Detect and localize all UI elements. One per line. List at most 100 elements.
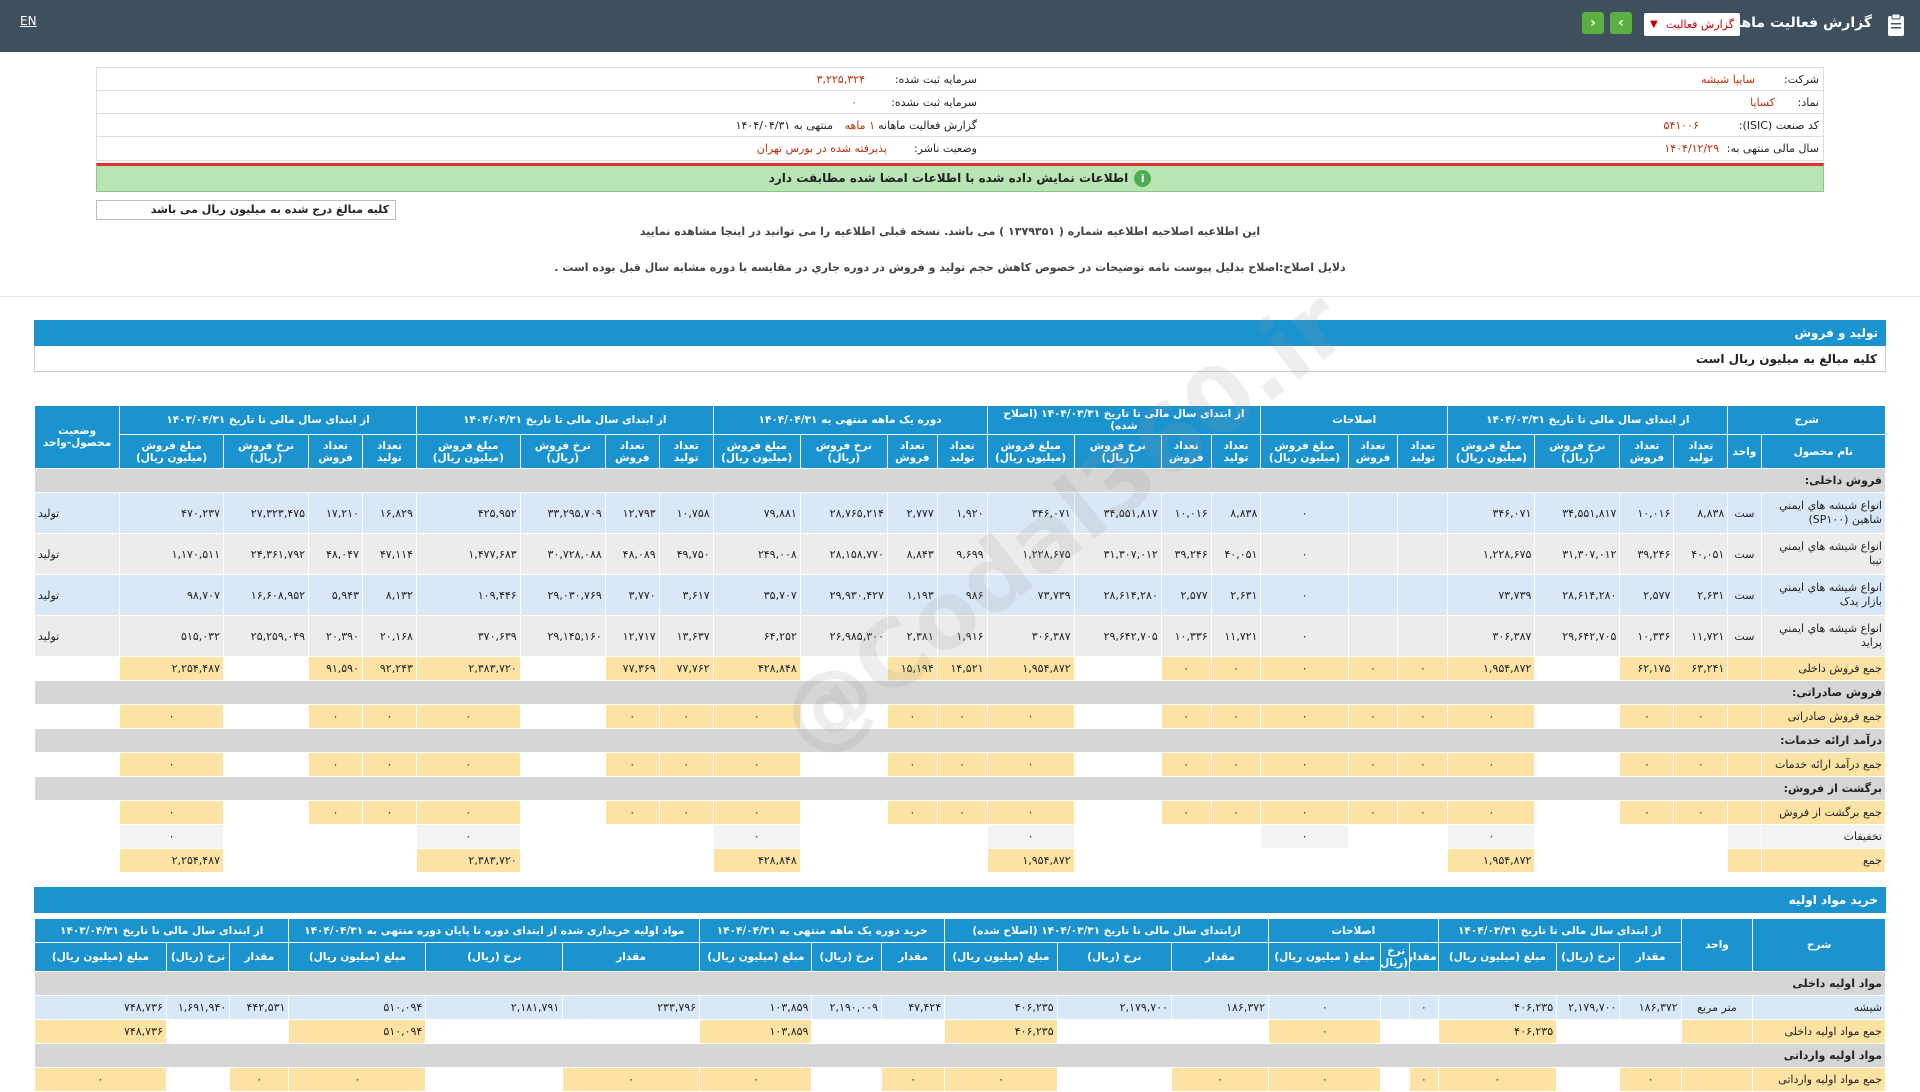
clipboard-icon[interactable] [1886,13,1906,37]
header-row: شرح واحد از ابتدای سال مالی تا تاریخ ۱۴۰۴/… [33,918,1886,972]
table-cell [562,1019,701,1044]
prev-button[interactable]: ‹ [1582,12,1604,34]
company-label: شرکت: [1783,73,1819,86]
table-cell: ۲۷,۳۲۳,۴۷۵ [222,492,310,534]
table-cell [1727,752,1762,777]
table-cell: ۲۸,۶۱۴,۲۸۰ [1073,574,1162,616]
table-cell [308,848,363,873]
table-cell: ۲۹,۰۳۰,۷۶۹ [519,574,606,616]
table-cell: ۵۱۰,۰۹۴ [288,1019,427,1044]
column-header: نرخ (ریال) [1056,942,1173,972]
table-cell: ۰ [1260,533,1349,575]
table-cell: ۲,۳۸۳,۷۲۰ [415,848,521,873]
symbol-value[interactable]: کساپا [1750,96,1775,109]
group-header: وضعیت محصول-واحد [33,405,121,469]
next-button[interactable]: › [1610,12,1632,34]
table-cell: ۴۲۸,۸۴۸ [712,848,801,873]
table-cell [1171,1019,1270,1044]
table-cell: ۳۰۶,۳۸۷ [986,615,1075,657]
table-cell: ست [1727,615,1762,657]
table-cell: ۱۶,۶۰۸,۹۵۲ [222,574,310,616]
table-cell [799,848,888,873]
table-cell [1160,824,1212,849]
table-cell: ۴۴۲,۵۳۱ [229,995,290,1020]
table-cell [1619,848,1675,873]
column-header: تعداد فروش [1347,434,1399,469]
table-cell: ۰ [1260,656,1349,681]
table-cell: ۴۰۶,۲۳۵ [944,1019,1058,1044]
table-cell [222,848,310,873]
table-cell: ۱۰۳,۸۵۹ [699,995,813,1020]
column-header: مقدار [880,942,946,972]
group-header: شرح [1727,405,1886,435]
table-cell: ۱۸۶,۳۷۲ [1619,995,1682,1020]
table-cell: ۰ [1260,824,1349,849]
table-cell [362,848,417,873]
table-cell: ۲۹,۶۴۲,۷۰۵ [1073,615,1162,657]
table-row: انواع شیشه هاي ايمني پراید ست ۱۱,۷۲۱ ۱۰,۳۳۶… [33,615,1887,657]
report-type-select[interactable]: گزارش فعالیت ▼ [1644,13,1740,36]
fiscal-year-value: ۱۴۰۴/۱۲/۲۹ [1664,142,1719,155]
row-label: تخفیفات [1760,824,1887,849]
table-cell [799,824,888,849]
table-cell: ۰ [936,800,988,825]
column-header: مقدار [1409,942,1439,972]
table-cell: ۴۷۰,۲۳۷ [119,492,224,534]
table-cell: ۳۵,۷۰۷ [712,574,801,616]
section-label: برگشت از فروش: [34,776,1886,801]
row-label: انواع شیشه هاي ايمني پراید [1760,615,1887,657]
table-cell [33,824,121,849]
table-cell [1380,1019,1411,1044]
isic-label: کد صنعت (ISIC): [1738,119,1819,132]
table-cell [1534,704,1621,729]
table-cell [1210,848,1262,873]
table-cell: ۱۲,۷۱۷ [604,615,660,657]
report-type-value: گزارش فعالیت [1666,18,1734,31]
column-header: مبلغ ( میلیون ریال) [1268,942,1382,972]
table-cell: ۴۷,۴۲۴ [880,995,946,1020]
group-header: از ابتدای سال مالی تا تاریخ ۱۴۰۳/۰۴/۳۱ [119,405,417,435]
company-name[interactable]: سایپا شیشه [1700,73,1755,86]
table-cell: ۰ [604,704,660,729]
table-cell: ۰ [1619,752,1675,777]
status-label: وضعیت ناشر: [914,142,977,155]
table-cell: ۹۱,۵۹۰ [308,656,363,681]
isic-value: ۵۴۱۰۰۶ [1663,119,1699,132]
table-cell: ۱,۱۷۰,۵۱۱ [119,533,224,575]
language-toggle[interactable]: EN [20,14,37,28]
table-cell: ۲,۳۸۳,۷۲۰ [415,656,521,681]
table-cell: ۳۴,۵۵۱,۸۱۷ [1534,492,1621,534]
table-cell: ۳۱,۳۰۷,۰۱۲ [1073,533,1162,575]
table-cell: ۰ [658,704,714,729]
table-cell [1073,848,1162,873]
table-cell: ۰ [658,800,714,825]
table-cell [1534,752,1621,777]
column-header: نرخ (ریال) [165,942,231,972]
table-cell [425,1019,564,1044]
table-row: مواد اولیه وارداتی [34,1043,1886,1068]
column-header: نرخ (ریال) [811,942,882,972]
table-cell: ۹,۶۹۹ [936,533,988,575]
table-cell: ۱,۹۵۴,۸۷۲ [986,848,1075,873]
table-cell [1727,704,1762,729]
table-cell: ۲,۵۷۷ [1619,574,1675,616]
period-value: ۱ ماهه [844,119,875,132]
table-cell [1409,1019,1439,1044]
column-header: نام محصول [1760,434,1887,469]
table-cell: ۳۷۰,۶۳۹ [415,615,521,657]
amendment-message[interactable]: این اطلاعیه اصلاحیه اطلاعیه شماره ( ۱۳۷۹… [639,225,1261,238]
table-cell [1397,824,1449,849]
table-cell: تولید [33,574,121,616]
table-cell: ۴۰۶,۲۳۵ [1437,1019,1558,1044]
table-cell: ۸,۸۳۸ [1210,492,1262,534]
table-row: جمع فروش صادراتی ۰ ۰ ۰ ۰ ۰ ۰ ۰ ۰ ۰ ۰ ۰ ۰ ۰ ۰ ۰ ۰ ۰ ۰ [33,704,1887,729]
table-cell: متر مربع [1680,995,1754,1020]
table-cell: ۰ [1210,752,1262,777]
table-cell: ۰ [1160,704,1212,729]
row-label: جمع برگشت از فروش [1760,800,1887,825]
table-cell [1347,615,1399,657]
table-cell [936,848,988,873]
table-cell: ۲۹,۱۴۵,۱۶۰ [519,615,606,657]
column-header: مبلغ (میلیون ریال) [944,942,1058,972]
table-cell: ۲,۳۸۱ [886,615,938,657]
